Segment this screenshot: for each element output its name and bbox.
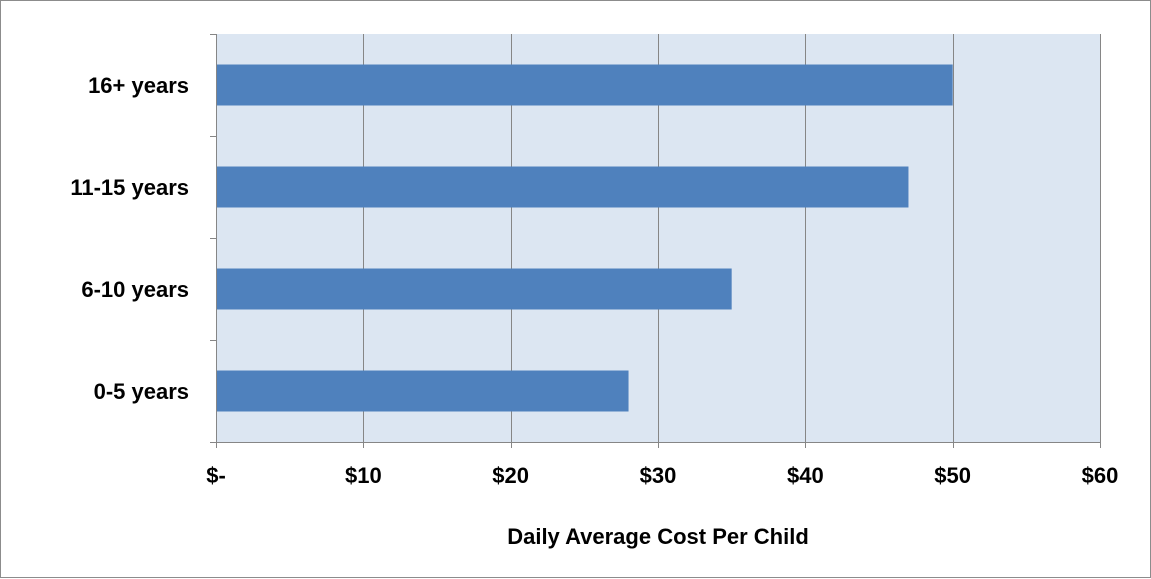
x-tick-label: $50 xyxy=(934,463,971,488)
x-tick-label: $10 xyxy=(345,463,382,488)
x-tick-label: $30 xyxy=(640,463,677,488)
x-tick-labels: $- $10 $20 $30 $40 $50 $60 xyxy=(206,463,1118,488)
x-tick-label: $40 xyxy=(787,463,824,488)
x-tick-label: $60 xyxy=(1082,463,1119,488)
bar-6-10-years xyxy=(216,268,732,310)
y-tick-label: 6-10 years xyxy=(81,277,189,302)
y-tick-labels: 16+ years 11-15 years 6-10 years 0-5 years xyxy=(70,73,189,404)
x-axis-title: Daily Average Cost Per Child xyxy=(507,524,809,549)
axes xyxy=(210,34,1101,448)
bars xyxy=(216,64,953,412)
x-tick-label: $20 xyxy=(492,463,529,488)
bar-0-5-years xyxy=(216,370,629,412)
y-tick-label: 11-15 years xyxy=(70,175,189,200)
y-tick-label: 0-5 years xyxy=(94,379,189,404)
x-tick-label: $- xyxy=(206,463,226,488)
y-tick-label: 16+ years xyxy=(88,73,189,98)
bar-16-years xyxy=(216,64,953,106)
bar-11-15-years xyxy=(216,166,909,208)
